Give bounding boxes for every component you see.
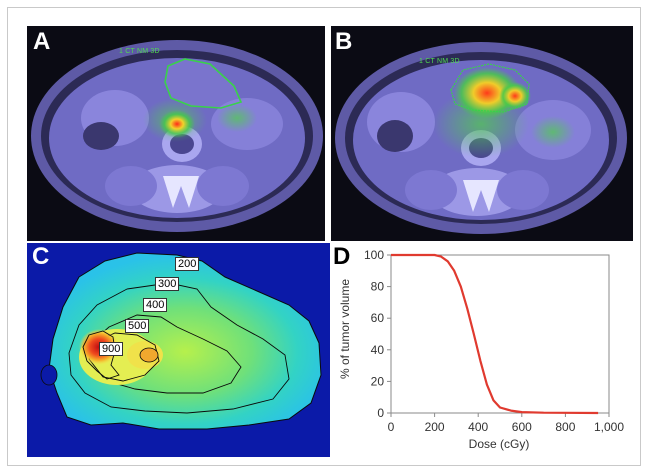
x-axis-label: Dose (cGy) [469, 437, 530, 451]
dvh-ticks: 0 200 400 600 800 1,000 0 20 40 60 80 100 [364, 248, 624, 434]
isodose-map [27, 243, 330, 457]
panel-a-pet-ct: A 1 CT NM 3D [27, 26, 325, 241]
ct-overlay-tag-a: 1 CT NM 3D [119, 48, 160, 55]
dvh-curve [391, 253, 599, 415]
dvh-series [391, 253, 599, 415]
panel-label-c: C [32, 243, 50, 270]
isodose-label-400: 400 [143, 298, 168, 312]
x-tick-label: 400 [468, 420, 488, 434]
y-tick-label: 0 [377, 406, 384, 420]
panel-label-b: B [335, 28, 353, 55]
y-tick-label: 100 [364, 248, 384, 262]
isodose-label-900: 900 [99, 342, 124, 356]
y-tick-label: 40 [371, 343, 385, 357]
y-tick-label: 20 [371, 374, 385, 388]
y-axis-label: % of tumor volume [338, 279, 352, 379]
y-tick-label: 60 [371, 311, 385, 325]
x-tick-label: 200 [425, 420, 445, 434]
x-tick-label: 600 [512, 420, 532, 434]
panel-c-dose-map: C 200 300 400 500 900 [27, 243, 330, 457]
panel-label-d: D [333, 243, 351, 270]
ct-overlay-tag-b: 1 CT NM 3D [419, 58, 460, 65]
panel-b-pet-ct: B 1 CT NM 3D [331, 26, 633, 241]
x-tick-label: 0 [388, 420, 395, 434]
dvh-chart: 0 200 400 600 800 1,000 0 20 40 60 80 100 Dose (cGy… [338, 248, 624, 451]
plot-border [390, 254, 610, 414]
isodose-label-500: 500 [125, 319, 150, 333]
dvh-axes [390, 254, 610, 414]
panel-d-dvh-chart: 0 200 400 600 800 1,000 0 20 40 60 80 100 Dose (cGy… [333, 243, 633, 457]
x-tick-label: 800 [555, 420, 575, 434]
pet-ct-image-b [331, 26, 633, 241]
x-tick-label: 1,000 [594, 420, 624, 434]
isodose-label-200: 200 [175, 257, 200, 271]
y-tick-label: 80 [371, 280, 385, 294]
panel-label-a: A [33, 28, 51, 55]
pet-ct-image-a [27, 26, 325, 241]
isodose-label-300: 300 [155, 277, 180, 291]
